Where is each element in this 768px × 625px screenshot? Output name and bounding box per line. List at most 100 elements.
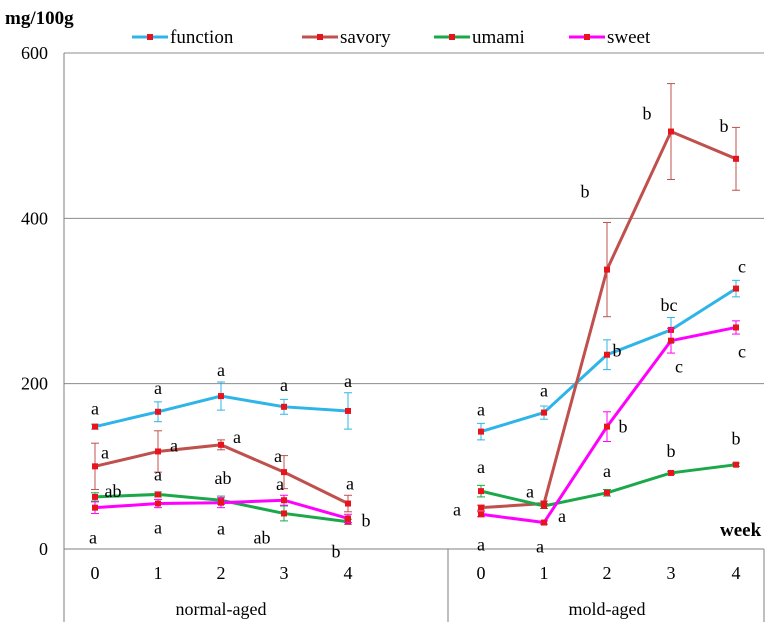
data-point: [733, 155, 739, 162]
data-point: [281, 403, 287, 410]
x-tick-label: 0: [91, 563, 100, 583]
significance-letter: a: [280, 375, 288, 395]
y-axis-unit-label: mg/100g: [5, 8, 74, 29]
data-point: [281, 510, 287, 517]
significance-letter: b: [667, 441, 676, 461]
data-point: [668, 128, 674, 135]
legend-marker: [449, 34, 455, 40]
y-tick-label: 0: [39, 539, 48, 559]
data-point: [478, 511, 484, 518]
significance-letter: a: [274, 446, 282, 466]
significance-letter: b: [619, 417, 628, 437]
data-point: [604, 351, 610, 358]
data-point: [345, 515, 351, 522]
significance-letter: bc: [661, 295, 678, 315]
legend-label: umami: [472, 27, 525, 48]
significance-letter: a: [540, 381, 548, 401]
significance-letter: a: [233, 427, 241, 447]
data-point: [155, 408, 161, 415]
data-point: [733, 461, 739, 468]
x-tick-label: 3: [280, 563, 289, 583]
significance-letter: a: [276, 474, 284, 494]
x-tick-label: 2: [217, 563, 226, 583]
significance-letter: a: [217, 360, 225, 380]
legend-label: sweet: [607, 27, 651, 48]
x-axis-title: week: [720, 520, 762, 541]
data-point: [92, 504, 98, 511]
legend: function savory umami sweet: [132, 27, 651, 48]
data-point: [218, 441, 224, 448]
legend-item-sweet: sweet: [569, 27, 651, 48]
significance-letter: a: [526, 482, 534, 502]
data-point: [218, 499, 224, 506]
data-point: [218, 393, 224, 400]
legend-marker: [147, 34, 153, 40]
data-point: [478, 488, 484, 495]
significance-letter: a: [154, 518, 162, 538]
x-tick-label: 4: [344, 563, 353, 583]
data-point: [92, 463, 98, 470]
data-point: [155, 500, 161, 507]
series-savory: [91, 83, 740, 513]
series-umami: [91, 461, 740, 525]
significance-letter: a: [346, 474, 354, 494]
significance-letter: a: [101, 442, 109, 462]
y-tick-label: 600: [21, 43, 48, 63]
data-point: [155, 448, 161, 455]
significance-letter: c: [738, 257, 746, 277]
significance-letter: a: [558, 506, 566, 526]
axes: 0 200 400 600 0 1 2 3 4 normal-aged 0 1 2 3 4 mold-aged: [21, 43, 765, 622]
data-point: [604, 266, 610, 273]
series-function: [91, 279, 740, 441]
data-point: [281, 497, 287, 504]
group-label: mold-aged: [569, 599, 646, 619]
data-point: [668, 469, 674, 476]
significance-letter: c: [738, 341, 746, 361]
significance-letter: a: [154, 464, 162, 484]
significance-letter: a: [477, 534, 485, 554]
data-point: [541, 409, 547, 416]
y-tick-label: 200: [21, 374, 48, 394]
significance-letter: b: [643, 104, 652, 124]
legend-item-umami: umami: [434, 27, 525, 48]
legend-marker: [317, 34, 323, 40]
data-point: [733, 285, 739, 292]
x-tick-label: 2: [603, 563, 612, 583]
significance-letter: a: [91, 399, 99, 419]
data-point: [604, 423, 610, 430]
significance-letter: a: [477, 457, 485, 477]
data-point: [478, 428, 484, 435]
significance-letter: b: [732, 429, 741, 449]
x-tick-label: 4: [732, 563, 741, 583]
data-point: [541, 503, 547, 510]
significance-letter: b: [362, 510, 371, 530]
grid-lines: [64, 52, 764, 385]
group-label: normal-aged: [176, 599, 267, 619]
significance-letter: b: [720, 116, 729, 136]
legend-marker: [584, 34, 590, 40]
significance-letter: a: [536, 537, 544, 557]
data-point: [541, 519, 547, 526]
data-point: [345, 500, 351, 507]
data-point: [345, 407, 351, 414]
series-sweet: [91, 320, 740, 526]
significance-letter: ab: [105, 481, 122, 501]
significance-letter: c: [675, 357, 683, 377]
series-line: [480, 287, 737, 434]
significance-letter: a: [453, 500, 461, 520]
x-tick-label: 0: [477, 563, 486, 583]
data-point: [155, 491, 161, 498]
significance-letter: b: [332, 542, 341, 562]
series-lines: [91, 83, 740, 526]
data-point: [92, 493, 98, 500]
legend-item-function: function: [132, 27, 234, 48]
significance-letter: a: [89, 528, 97, 548]
significance-letter: ab: [254, 527, 271, 547]
significance-letter: b: [581, 182, 590, 202]
significance-letter: a: [217, 519, 225, 539]
significance-letter: a: [477, 400, 485, 420]
legend-label: savory: [340, 27, 391, 48]
x-tick-label: 1: [540, 563, 549, 583]
